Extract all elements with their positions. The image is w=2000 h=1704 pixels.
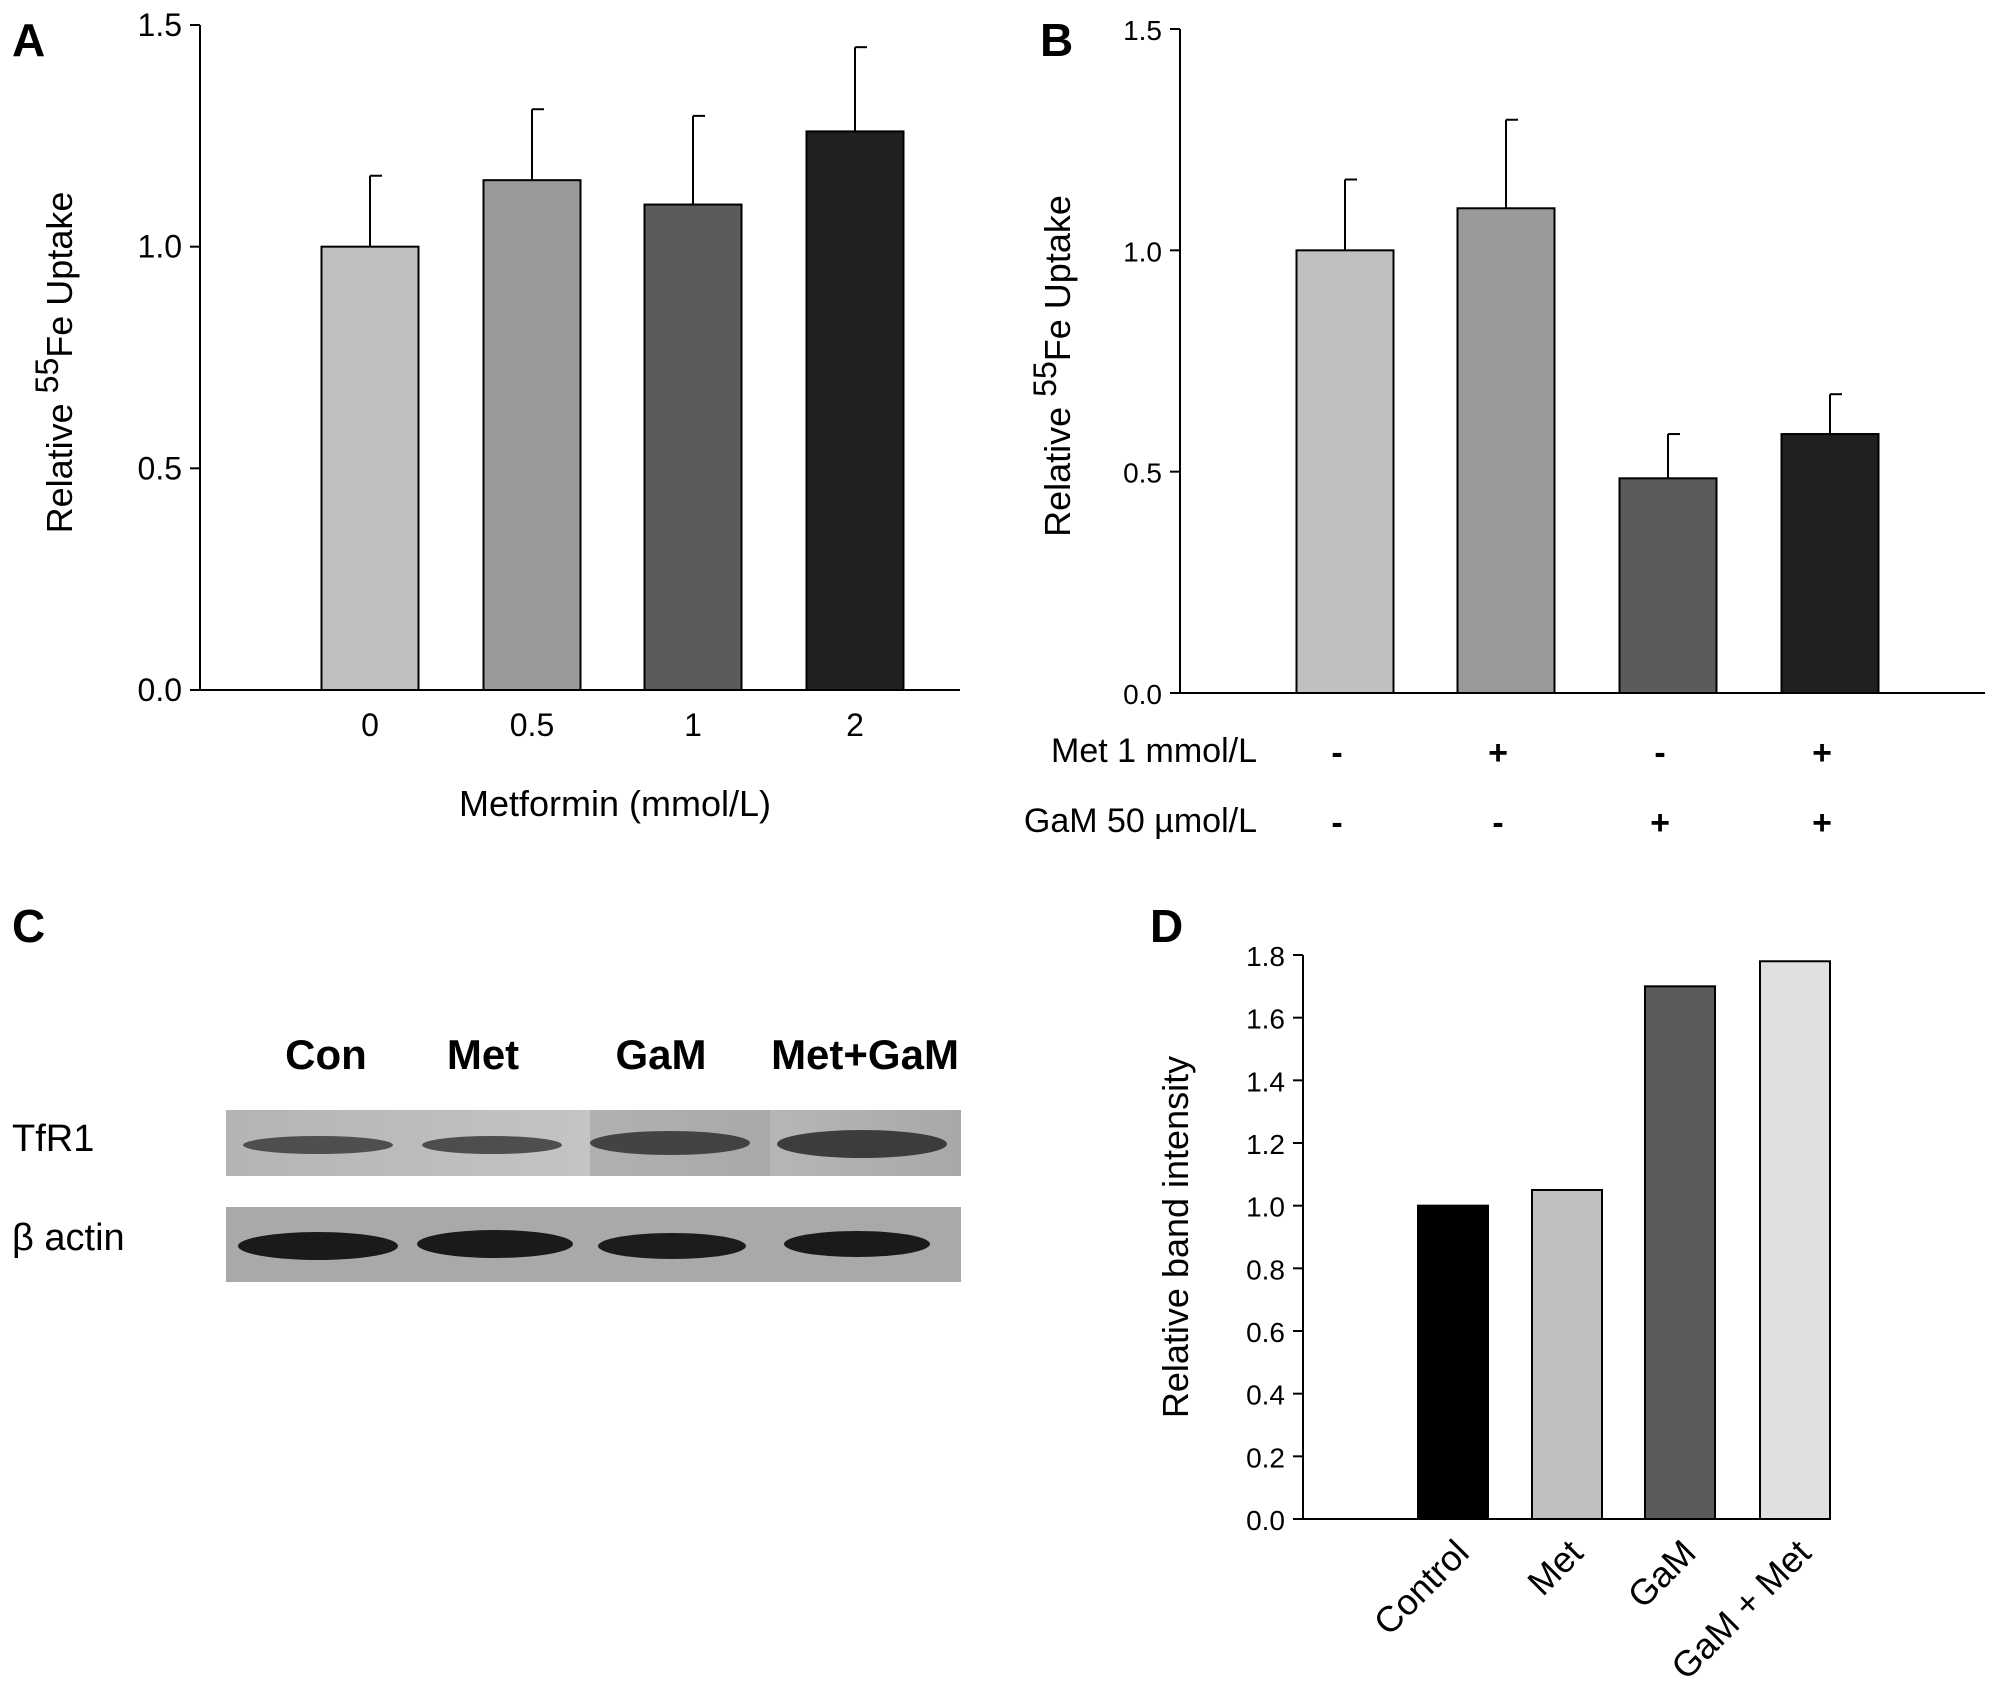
- y-tick-label: 0.0: [1123, 679, 1162, 710]
- y-axis-label-suffix: Fe Uptake: [1037, 195, 1078, 361]
- y-tick-label: 1.0: [1123, 236, 1162, 267]
- blot-lane-label: Met: [447, 1031, 519, 1078]
- y-axis-label-prefix: Relative: [1037, 397, 1078, 537]
- blot-lane-label: Con: [285, 1031, 367, 1078]
- bar: [643, 203, 743, 692]
- x-tick-label: 0.5: [510, 707, 554, 743]
- y-tick-label: 1.5: [138, 7, 182, 43]
- blot-band: [422, 1136, 562, 1154]
- bar: [1644, 985, 1716, 1520]
- x-tick-label: Control: [1366, 1532, 1477, 1643]
- x-tick-label: 2: [846, 707, 864, 743]
- y-axis-label: Relative band intensity: [1155, 1056, 1196, 1418]
- y-tick-label: 0.4: [1246, 1380, 1285, 1411]
- condition-sign: -: [1331, 804, 1342, 842]
- x-axis-label: Metformin (mmol/L): [459, 783, 771, 824]
- blot-lane-label: Met+GaM: [771, 1031, 959, 1078]
- y-axis-label-prefix: Relative: [39, 393, 80, 533]
- blot-band: [590, 1131, 750, 1155]
- y-axis-label-suffix: Fe Uptake: [39, 192, 80, 358]
- x-tick-label: Met: [1519, 1532, 1590, 1603]
- blot-band: [777, 1130, 947, 1158]
- panel-letter-d: D: [1150, 900, 1183, 952]
- condition-sign: +: [1812, 734, 1832, 772]
- panel-c-western-blot: Con Met GaM Met+GaM TfR1 β actin: [12, 1031, 961, 1282]
- panel-letter-b: B: [1040, 14, 1073, 66]
- bar: [1456, 207, 1556, 694]
- bar: [1759, 960, 1831, 1520]
- condition-sign: -: [1654, 734, 1665, 772]
- y-axis-label-superscript: 55: [29, 358, 65, 394]
- bar: [1618, 477, 1718, 694]
- y-tick-label: 0.0: [1246, 1505, 1285, 1536]
- y-tick-label: 0.5: [1123, 458, 1162, 489]
- blot-band: [784, 1231, 930, 1257]
- x-tick-label: GaM: [1620, 1532, 1704, 1616]
- bar: [1780, 433, 1880, 694]
- bar: [1295, 249, 1395, 694]
- y-tick-label: 0.6: [1246, 1317, 1285, 1348]
- condition-row-label: GaM 50 µmol/L: [1024, 802, 1257, 840]
- y-axis-label: Relative 55Fe Uptake: [29, 192, 80, 534]
- y-tick-label: 0.2: [1246, 1442, 1285, 1473]
- panel-b-chart: 0.0 0.5 1.0 1.5 Relative 55Fe Uptake Met 1 mm…: [1024, 15, 1985, 842]
- y-tick-label: 0.8: [1246, 1254, 1285, 1285]
- condition-sign: -: [1492, 804, 1503, 842]
- y-tick-label: 0.5: [138, 450, 182, 486]
- condition-sign: -: [1331, 734, 1342, 772]
- condition-sign: +: [1488, 734, 1508, 772]
- bar: [1531, 1189, 1603, 1520]
- condition-row-label: Met 1 mmol/L: [1051, 732, 1257, 770]
- condition-sign: +: [1812, 804, 1832, 842]
- panel-letter-c: C: [12, 900, 45, 952]
- x-tick-label: 1: [684, 707, 702, 743]
- y-tick-label: 1.6: [1246, 1004, 1285, 1035]
- y-tick-label: 1.5: [1123, 15, 1162, 46]
- blot-band: [417, 1230, 573, 1258]
- panel-a-chart: 0.0 0.5 1.0 1.5 0 0.5 1 2 Relative 55Fe Uptake Me…: [29, 7, 960, 824]
- blot-band: [243, 1136, 393, 1154]
- bar: [482, 179, 582, 692]
- y-tick-label: 1.8: [1246, 941, 1285, 972]
- condition-sign: +: [1650, 804, 1670, 842]
- y-tick-label: 1.2: [1246, 1129, 1285, 1160]
- bar: [1417, 1204, 1489, 1520]
- x-tick-label: 0: [361, 707, 379, 743]
- bar: [320, 245, 420, 692]
- y-tick-label: 1.0: [1246, 1192, 1285, 1223]
- y-axis-label: Relative 55Fe Uptake: [1027, 195, 1078, 537]
- y-tick-label: 1.4: [1246, 1066, 1285, 1097]
- blot-band: [598, 1233, 746, 1259]
- y-tick-label: 1.0: [138, 229, 182, 265]
- blot-protein-label-tfr1: TfR1: [12, 1118, 94, 1160]
- blot-lane-label: GaM: [615, 1031, 706, 1078]
- blot-band: [238, 1232, 398, 1260]
- panel-letter-a: A: [12, 14, 45, 66]
- blot-protein-label-actin: β actin: [12, 1217, 125, 1259]
- panel-d-chart: 0.0 0.2 0.4 0.6 0.8 1.0 1.2 1.4 1.6 1.8 Control Met…: [1155, 941, 1831, 1687]
- bar: [805, 130, 905, 691]
- y-axis-label-superscript: 55: [1027, 361, 1063, 397]
- y-tick-label: 0.0: [138, 672, 182, 708]
